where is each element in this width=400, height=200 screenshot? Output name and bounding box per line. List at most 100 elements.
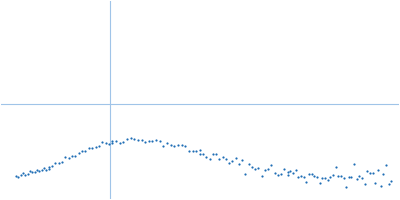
Point [96, 144, 102, 147]
Point [72, 154, 78, 158]
Point [346, 176, 352, 179]
Point [182, 144, 188, 148]
Point [55, 161, 62, 165]
Point [171, 145, 178, 148]
Point [295, 176, 302, 179]
Point [284, 174, 291, 177]
Point [316, 181, 323, 184]
Point [99, 140, 106, 143]
Point [31, 171, 38, 174]
Point [362, 183, 368, 186]
Point [82, 150, 89, 153]
Point [367, 172, 373, 175]
Point [359, 176, 365, 179]
Point [265, 167, 272, 171]
Point [281, 167, 288, 171]
Point [372, 182, 378, 185]
Point [200, 152, 206, 156]
Point [272, 172, 278, 175]
Point [319, 177, 326, 180]
Point [236, 162, 242, 166]
Point [175, 143, 181, 146]
Point [335, 174, 341, 178]
Point [226, 162, 232, 165]
Point [168, 143, 174, 146]
Point [193, 149, 200, 152]
Point [322, 176, 328, 180]
Point [229, 159, 236, 163]
Point [164, 141, 170, 144]
Point [249, 165, 255, 168]
Point [383, 163, 389, 166]
Point [324, 179, 331, 182]
Point [36, 169, 42, 172]
Point [275, 173, 281, 177]
Point [92, 145, 99, 148]
Point [356, 174, 363, 178]
Point [160, 144, 167, 147]
Point [375, 168, 381, 171]
Point [252, 167, 258, 170]
Point [220, 155, 226, 158]
Point [370, 172, 376, 175]
Point [378, 185, 384, 188]
Point [206, 157, 213, 160]
Point [89, 147, 95, 150]
Point [27, 170, 33, 173]
Point [52, 161, 58, 165]
Point [327, 176, 334, 179]
Point [22, 173, 28, 177]
Point [49, 165, 55, 168]
Point [76, 152, 82, 155]
Point [340, 176, 347, 179]
Point [17, 174, 24, 177]
Point [330, 173, 336, 176]
Point [268, 164, 275, 167]
Point [216, 157, 223, 160]
Point [303, 180, 310, 183]
Point [290, 172, 296, 175]
Point [149, 140, 156, 143]
Point [13, 175, 19, 178]
Point [138, 138, 145, 142]
Point [292, 168, 299, 172]
Point [146, 139, 152, 143]
Point [135, 138, 141, 141]
Point [109, 139, 116, 142]
Point [386, 182, 392, 186]
Point [298, 174, 304, 178]
Point [124, 138, 130, 141]
Point [258, 175, 265, 178]
Point [79, 150, 85, 153]
Point [255, 166, 262, 170]
Point [197, 152, 203, 155]
Point [34, 169, 40, 172]
Point [20, 172, 26, 175]
Point [210, 153, 216, 156]
Point [388, 180, 394, 183]
Point [38, 168, 45, 171]
Point [287, 170, 294, 173]
Point [300, 175, 307, 178]
Point [178, 143, 185, 146]
Point [157, 140, 163, 143]
Point [153, 138, 159, 141]
Point [66, 156, 72, 159]
Point [113, 139, 119, 142]
Point [332, 166, 339, 169]
Point [203, 156, 210, 159]
Point [190, 149, 196, 153]
Point [41, 166, 47, 170]
Point [246, 162, 252, 165]
Point [142, 140, 148, 143]
Point [306, 172, 312, 176]
Point [354, 177, 360, 180]
Point [311, 174, 318, 177]
Point [24, 173, 31, 176]
Point [69, 154, 75, 157]
Point [120, 140, 126, 143]
Point [106, 142, 112, 145]
Point [186, 149, 192, 153]
Point [116, 141, 123, 144]
Point [314, 175, 320, 179]
